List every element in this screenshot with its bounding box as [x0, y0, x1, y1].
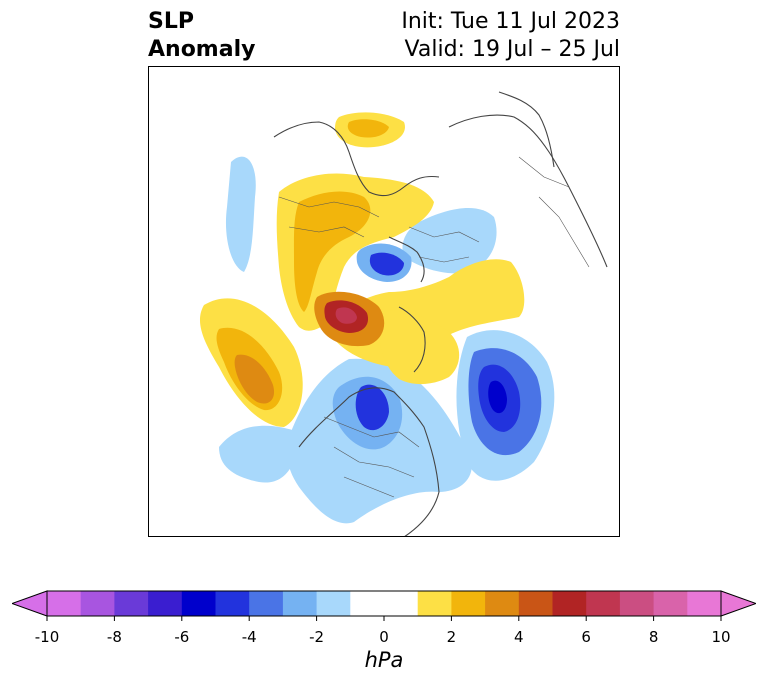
- colorbar-max-extend: [720, 590, 758, 617]
- atlantic-blue-core: [488, 380, 507, 414]
- title-line-2: Anomaly: [148, 37, 256, 62]
- eurasia-gold: [293, 191, 371, 312]
- arctic-blue-core: [369, 252, 404, 276]
- north-america-blue-core: [355, 384, 389, 431]
- colorbar-segment: [350, 591, 385, 616]
- colorbar-segment: [653, 591, 688, 616]
- eastern-pacific-blue: [219, 425, 299, 483]
- colorbar-min-extend: [10, 590, 48, 617]
- colorbar-tick-label: 8: [648, 628, 659, 646]
- colorbar-tick-label: 6: [581, 628, 591, 646]
- colorbar-tick-label: 0: [379, 628, 389, 646]
- colorbar-segment: [47, 591, 82, 616]
- valid-range: Valid: 19 Jul – 25 Jul: [404, 37, 620, 62]
- north-pacific-orange: [234, 354, 275, 404]
- colorbar-segment: [181, 591, 216, 616]
- greenland-core: [335, 307, 357, 324]
- colorbar-segment: [687, 591, 722, 616]
- map-title: SLP Anomaly: [148, 8, 255, 64]
- colorbar-segment: [282, 591, 318, 616]
- country-borders: [278, 156, 590, 498]
- colorbar-segment: [114, 591, 149, 616]
- colorbar-segment: [215, 591, 250, 616]
- colorbar-segment: [80, 591, 115, 616]
- colorbar-tick-label: 10: [711, 628, 731, 646]
- map-panel: [148, 66, 620, 537]
- colorbar-tick-label: -6: [174, 628, 190, 646]
- colorbar-segment: [619, 591, 655, 616]
- siberia-light-blue: [402, 207, 497, 274]
- colorbar-segment: [586, 591, 621, 616]
- negative-anomalies: [219, 156, 555, 524]
- colorbar-segment: [148, 591, 183, 616]
- colorbar-tick-label: 2: [446, 628, 457, 646]
- colorbar-segment: [384, 591, 419, 616]
- colorbar-tick-label: -10: [34, 628, 60, 646]
- positive-anomalies: [199, 112, 525, 427]
- colorbar-tick-label: -8: [106, 628, 122, 646]
- colorbar-segment: [552, 591, 587, 616]
- canada-yellow: [378, 310, 460, 385]
- scandinavia-gold: [347, 119, 389, 138]
- colorbar-ticks: -10 -8 -6 -4 -2 0 2 4 6 8 10: [0, 626, 768, 646]
- colorbar-segment: [249, 591, 284, 616]
- colorbar-tick-label: -2: [309, 628, 325, 646]
- colorbar-segment: [518, 591, 553, 616]
- colorbar: [10, 588, 758, 628]
- coastlines: [273, 91, 608, 536]
- colorbar-segment: [316, 591, 351, 616]
- colorbar-segment: [451, 591, 486, 616]
- colorbar-units: hPa: [364, 648, 404, 672]
- colorbar-svg: [10, 590, 758, 621]
- colorbar-segment: [417, 591, 452, 616]
- title-line-1: SLP: [148, 9, 194, 34]
- pacific-light-blue: [225, 156, 256, 272]
- init-date: Init: Tue 11 Jul 2023: [401, 9, 620, 34]
- forecast-dates: Init: Tue 11 Jul 2023 Valid: 19 Jul – 25…: [401, 8, 620, 64]
- anomaly-map: [199, 91, 608, 536]
- colorbar-segment: [485, 591, 520, 616]
- colorbar-tick-label: 4: [514, 628, 524, 646]
- colorbar-tick-label: -4: [241, 628, 257, 646]
